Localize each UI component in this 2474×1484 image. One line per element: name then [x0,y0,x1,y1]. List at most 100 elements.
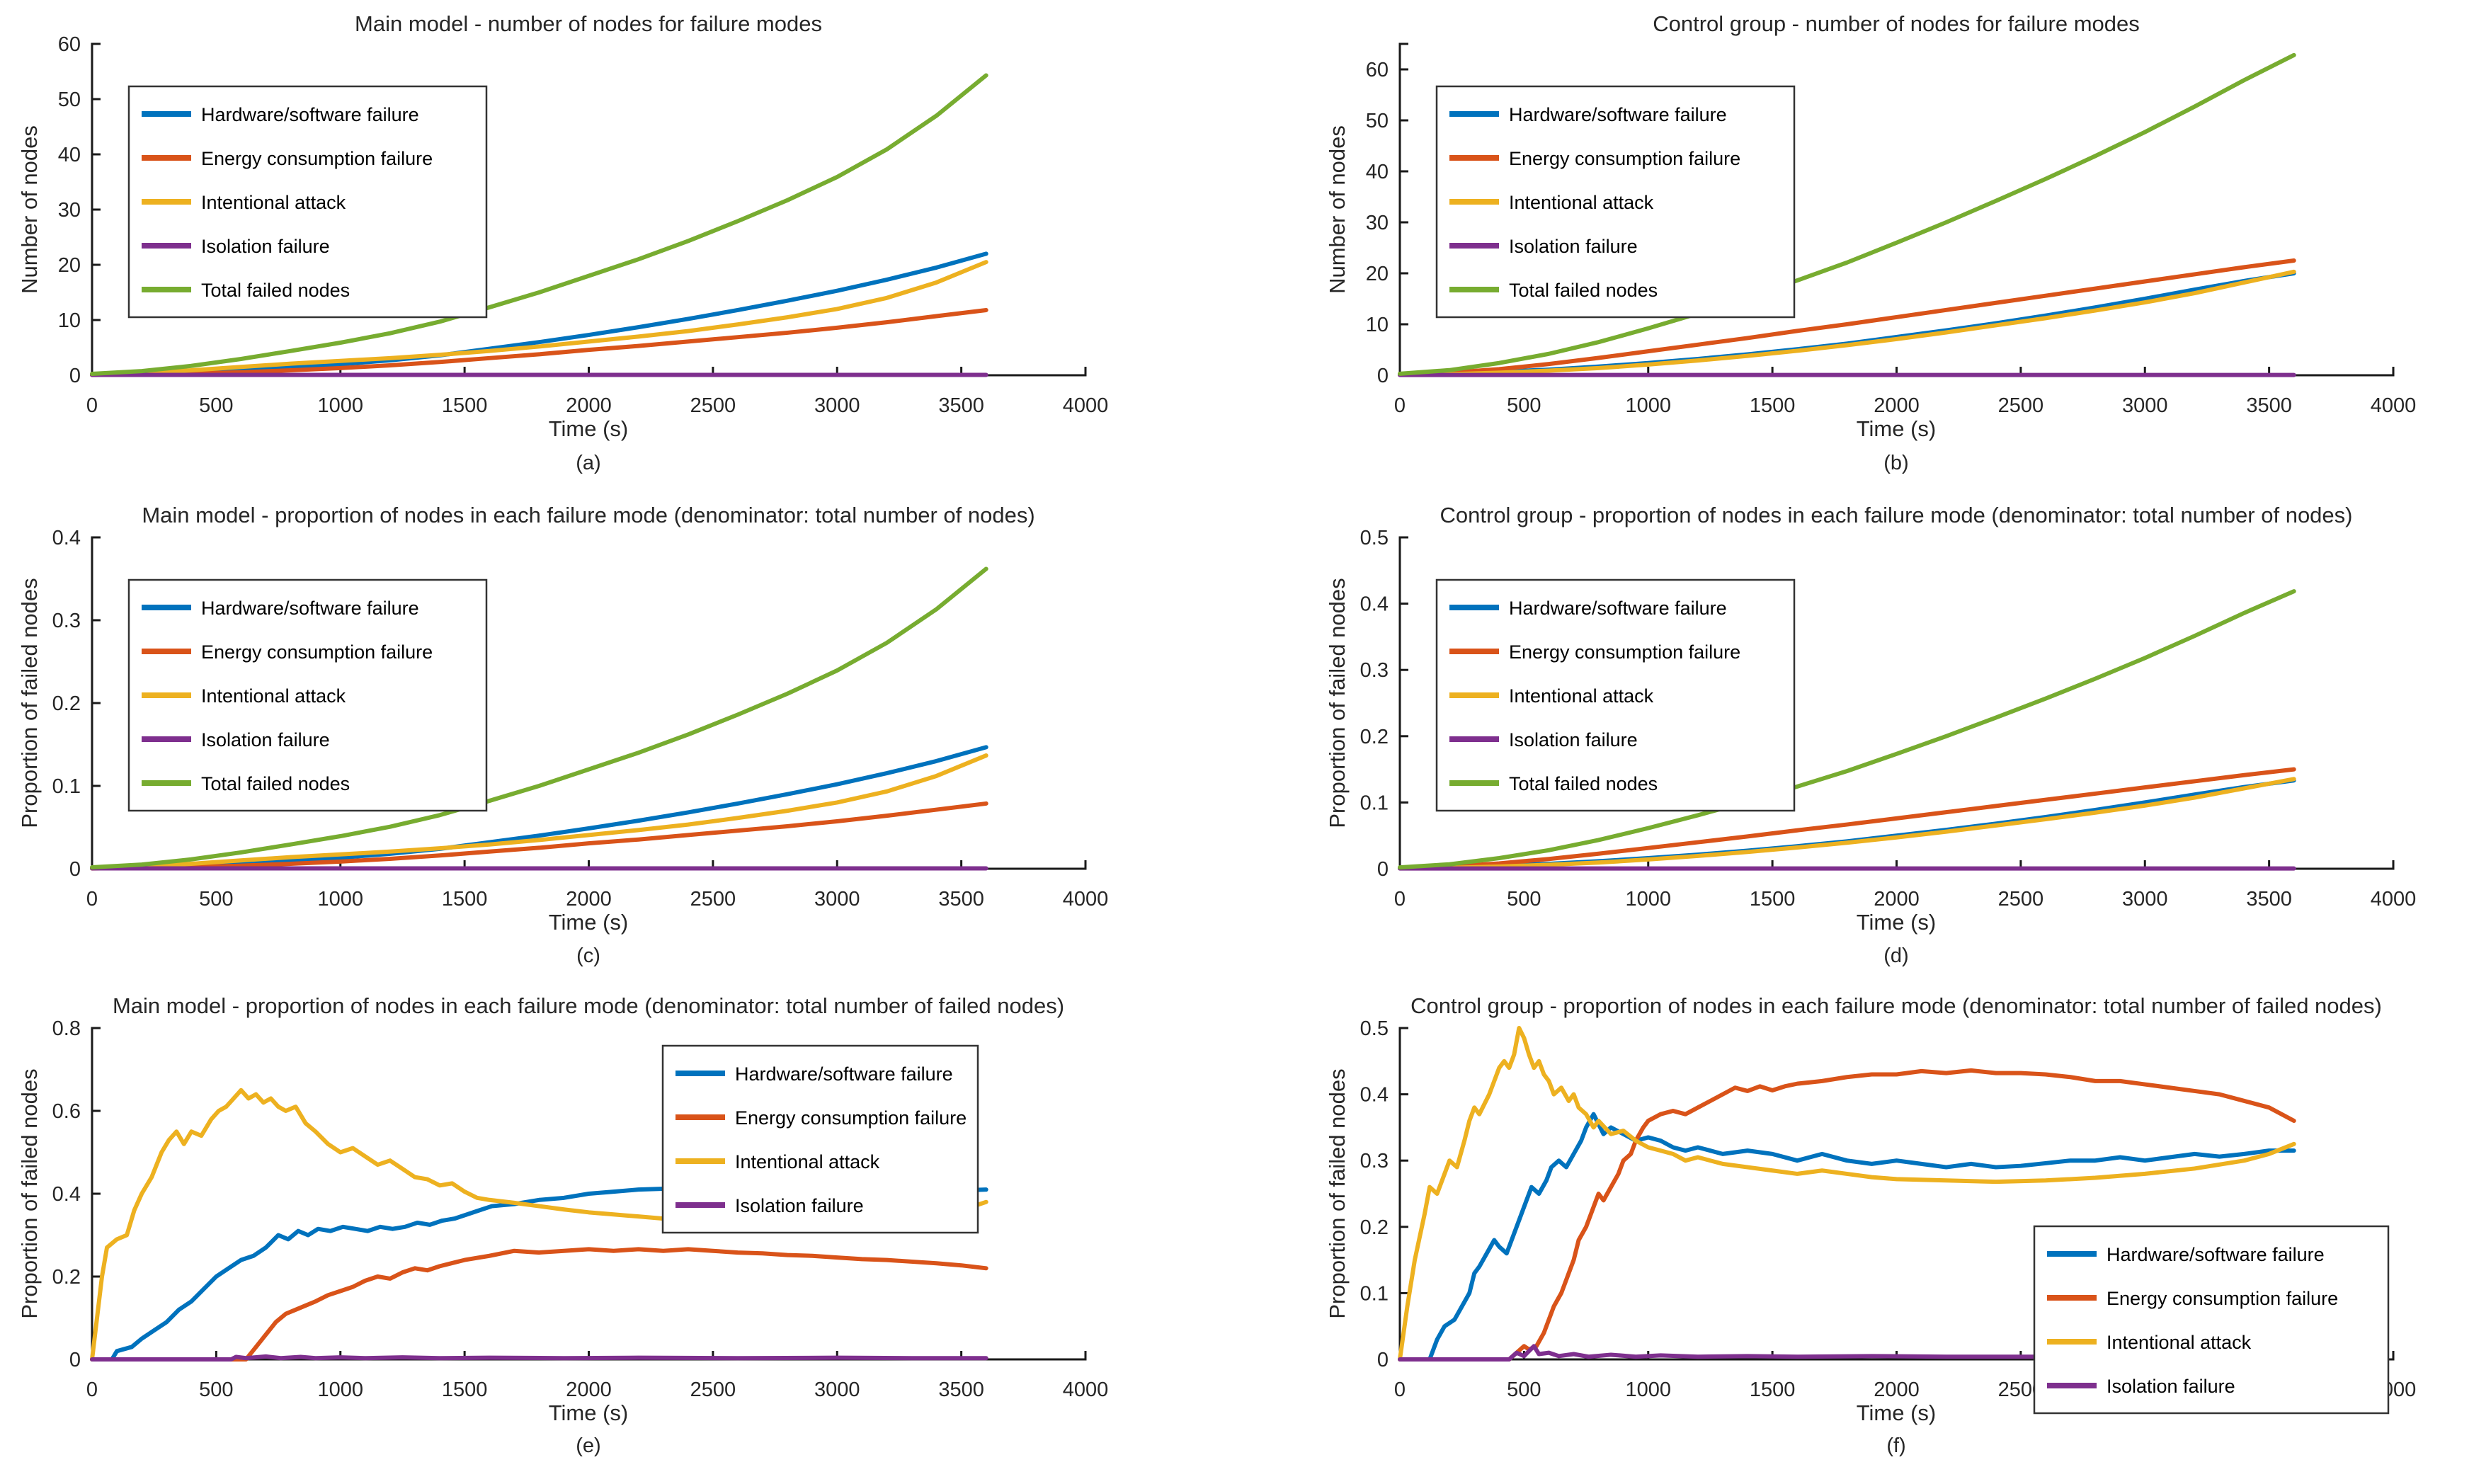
panel-a-legend-label: Total failed nodes [201,280,350,301]
panel-b-xtick-label: 2000 [1874,394,1920,417]
panel-a-legend-label: Intentional attack [201,192,346,213]
panel-e-xtick-label: 3500 [938,1379,984,1401]
panel-a-ytick-label: 30 [58,199,81,222]
panel-d-series-energy [1398,767,2296,871]
panel-f-series-attack [1398,1026,2296,1362]
panel-f-xtick-label: 2000 [1874,1379,1920,1401]
panel-e-legend-label: Isolation failure [735,1195,864,1216]
panel-a: 0 500 1000 1500 2000 2500 3000 3500 4000 0 10 20 30 4… [58,33,1109,417]
panel-f-legend-label: Isolation failure [2107,1376,2235,1397]
panel-c-xtick-label: 2500 [690,888,736,911]
panel-c-xtick-label: 0 [86,888,98,911]
panel-e-xtick-label: 3000 [814,1379,860,1401]
panel-c-legend-label: Hardware/software failure [201,598,419,619]
panel-f-ytick-label: 0.1 [1360,1282,1389,1305]
panel-b-xtick-label: 1000 [1625,394,1671,417]
panel-e-series-energy [90,1247,988,1362]
panel-c-xtick-label: 3500 [938,888,984,911]
panel-b-xaxis-label: Time (s) [1856,416,1937,441]
panel-f-series-isolation [1398,1344,2296,1362]
panel-a-series-attack [90,260,988,377]
panel-d-xtick-label: 3000 [2122,888,2168,911]
panel-a-title: Main model - number of nodes for failure… [355,11,822,36]
panel-e-yaxis-label: Proportion of failed nodes [17,1068,42,1319]
panel-f-xaxis-label: Time (s) [1856,1400,1937,1425]
panel-c-yaxis-label: Proportion of failed nodes [17,578,42,828]
panel-f-legend-box [2033,1225,2390,1415]
panel-c-xtick-label: 4000 [1063,888,1109,911]
panel-e-legend-label: Hardware/software failure [735,1063,953,1085]
panel-a-caption: (a) [576,452,601,474]
panel-c-ytick-label: 0.3 [52,610,81,632]
panel-d-ytick-label: 0.5 [1360,527,1389,549]
panel-d-xtick-label: 1500 [1750,888,1796,911]
panel-d-ytick-label: 0 [1377,858,1389,881]
panel-d: 0 500 1000 1500 2000 2500 3000 3500 4000 0 0.1 0.2 0… [1360,527,2417,911]
panel-b-caption: (b) [1883,452,1909,474]
panel-a-ytick-label: 0 [69,365,81,387]
panel-f-ytick-label: 0 [1377,1349,1389,1371]
panel-b-ytick-label: 30 [1366,212,1389,234]
panel-d-xtick-label: 0 [1394,888,1406,911]
panel-b-xtick-label: 0 [1394,394,1406,417]
panel-d-legend-label: Isolation failure [1509,729,1638,750]
panel-c-series-attack [90,753,988,871]
panel-a-legend-label: Energy consumption failure [201,148,433,169]
panel-d-ytick-label: 0.1 [1360,792,1389,814]
panel-d-legend-label: Hardware/software failure [1509,598,1727,619]
panel-d-series-attack [1398,777,2296,871]
panel-e-legend-box [661,1044,979,1234]
panel-b-ytick-label: 20 [1366,263,1389,285]
panel-c-xtick-label: 1500 [442,888,488,911]
panel-c-xaxis-label: Time (s) [548,910,629,935]
panel-d-xtick-label: 4000 [2371,888,2417,911]
panel-d-legend-box [1435,578,1796,812]
panel-e-legend-label: Energy consumption failure [735,1107,967,1129]
panel-d-xtick-label: 2000 [1874,888,1920,911]
panel-d-ytick-label: 0.2 [1360,726,1389,748]
panel-c: 0 500 1000 1500 2000 2500 3000 3500 4000 0 0.1 0.2 0… [52,527,1109,911]
panel-f-xtick-label: 0 [1394,1379,1406,1401]
panel-c-legend-label: Isolation failure [201,729,330,750]
panel-e-ytick-label: 0.8 [52,1017,81,1040]
panel-b-series-attack [1398,269,2296,377]
panel-f-ytick-label: 0.3 [1360,1150,1389,1172]
panel-a-xtick-label: 0 [86,394,98,417]
panel-e-xtick-label: 1500 [442,1379,488,1401]
panel-f-xtick-label: 1000 [1625,1379,1671,1401]
panel-b-xtick-label: 500 [1507,394,1541,417]
panel-d-legend-label: Total failed nodes [1509,773,1658,794]
panel-a-yaxis-label: Number of nodes [17,125,42,294]
panel-a-series-total [90,73,988,377]
panel-a-xtick-label: 2500 [690,394,736,417]
panel-c-caption: (c) [576,944,600,967]
panel-c-xtick-label: 2000 [566,888,612,911]
panel-c-ytick-label: 0.1 [52,775,81,798]
panel-b-ytick-label: 50 [1366,110,1389,132]
panel-d-xtick-label: 2500 [1998,888,2044,911]
panel-f-xtick-label: 500 [1507,1379,1541,1401]
panel-a-xtick-label: 3500 [938,394,984,417]
panel-b-ytick-label: 60 [1366,59,1389,81]
panel-b-series-total [1398,52,2296,376]
panel-b-legend-label: Isolation failure [1509,236,1638,257]
panel-e-caption: (e) [576,1434,601,1457]
panel-c-ytick-label: 0.4 [52,527,81,549]
panel-d-ytick-label: 0.3 [1360,659,1389,682]
panel-f-title: Control group - proportion of nodes in e… [1410,993,2382,1018]
panel-f-series-energy [1398,1068,2296,1362]
panel-f-ytick-label: 0.2 [1360,1216,1389,1239]
panel-e-ytick-label: 0.6 [52,1100,81,1123]
panel-c-xtick-label: 500 [199,888,233,911]
panel-b-yaxis-label: Number of nodes [1325,125,1350,294]
panel-e-title: Main model - proportion of nodes in each… [112,993,1065,1018]
panel-e-xaxis-label: Time (s) [548,1400,629,1425]
panel-e-xtick-label: 1000 [317,1379,363,1401]
panel-a-xtick-label: 2000 [566,394,612,417]
panel-c-title: Main model - proportion of nodes in each… [142,503,1035,527]
panel-b-xtick-label: 3000 [2122,394,2168,417]
panel-a-legend-label: Isolation failure [201,236,330,257]
panel-a-legend-label: Hardware/software failure [201,104,419,125]
panel-f-yaxis-label: Proportion of failed nodes [1325,1068,1350,1319]
